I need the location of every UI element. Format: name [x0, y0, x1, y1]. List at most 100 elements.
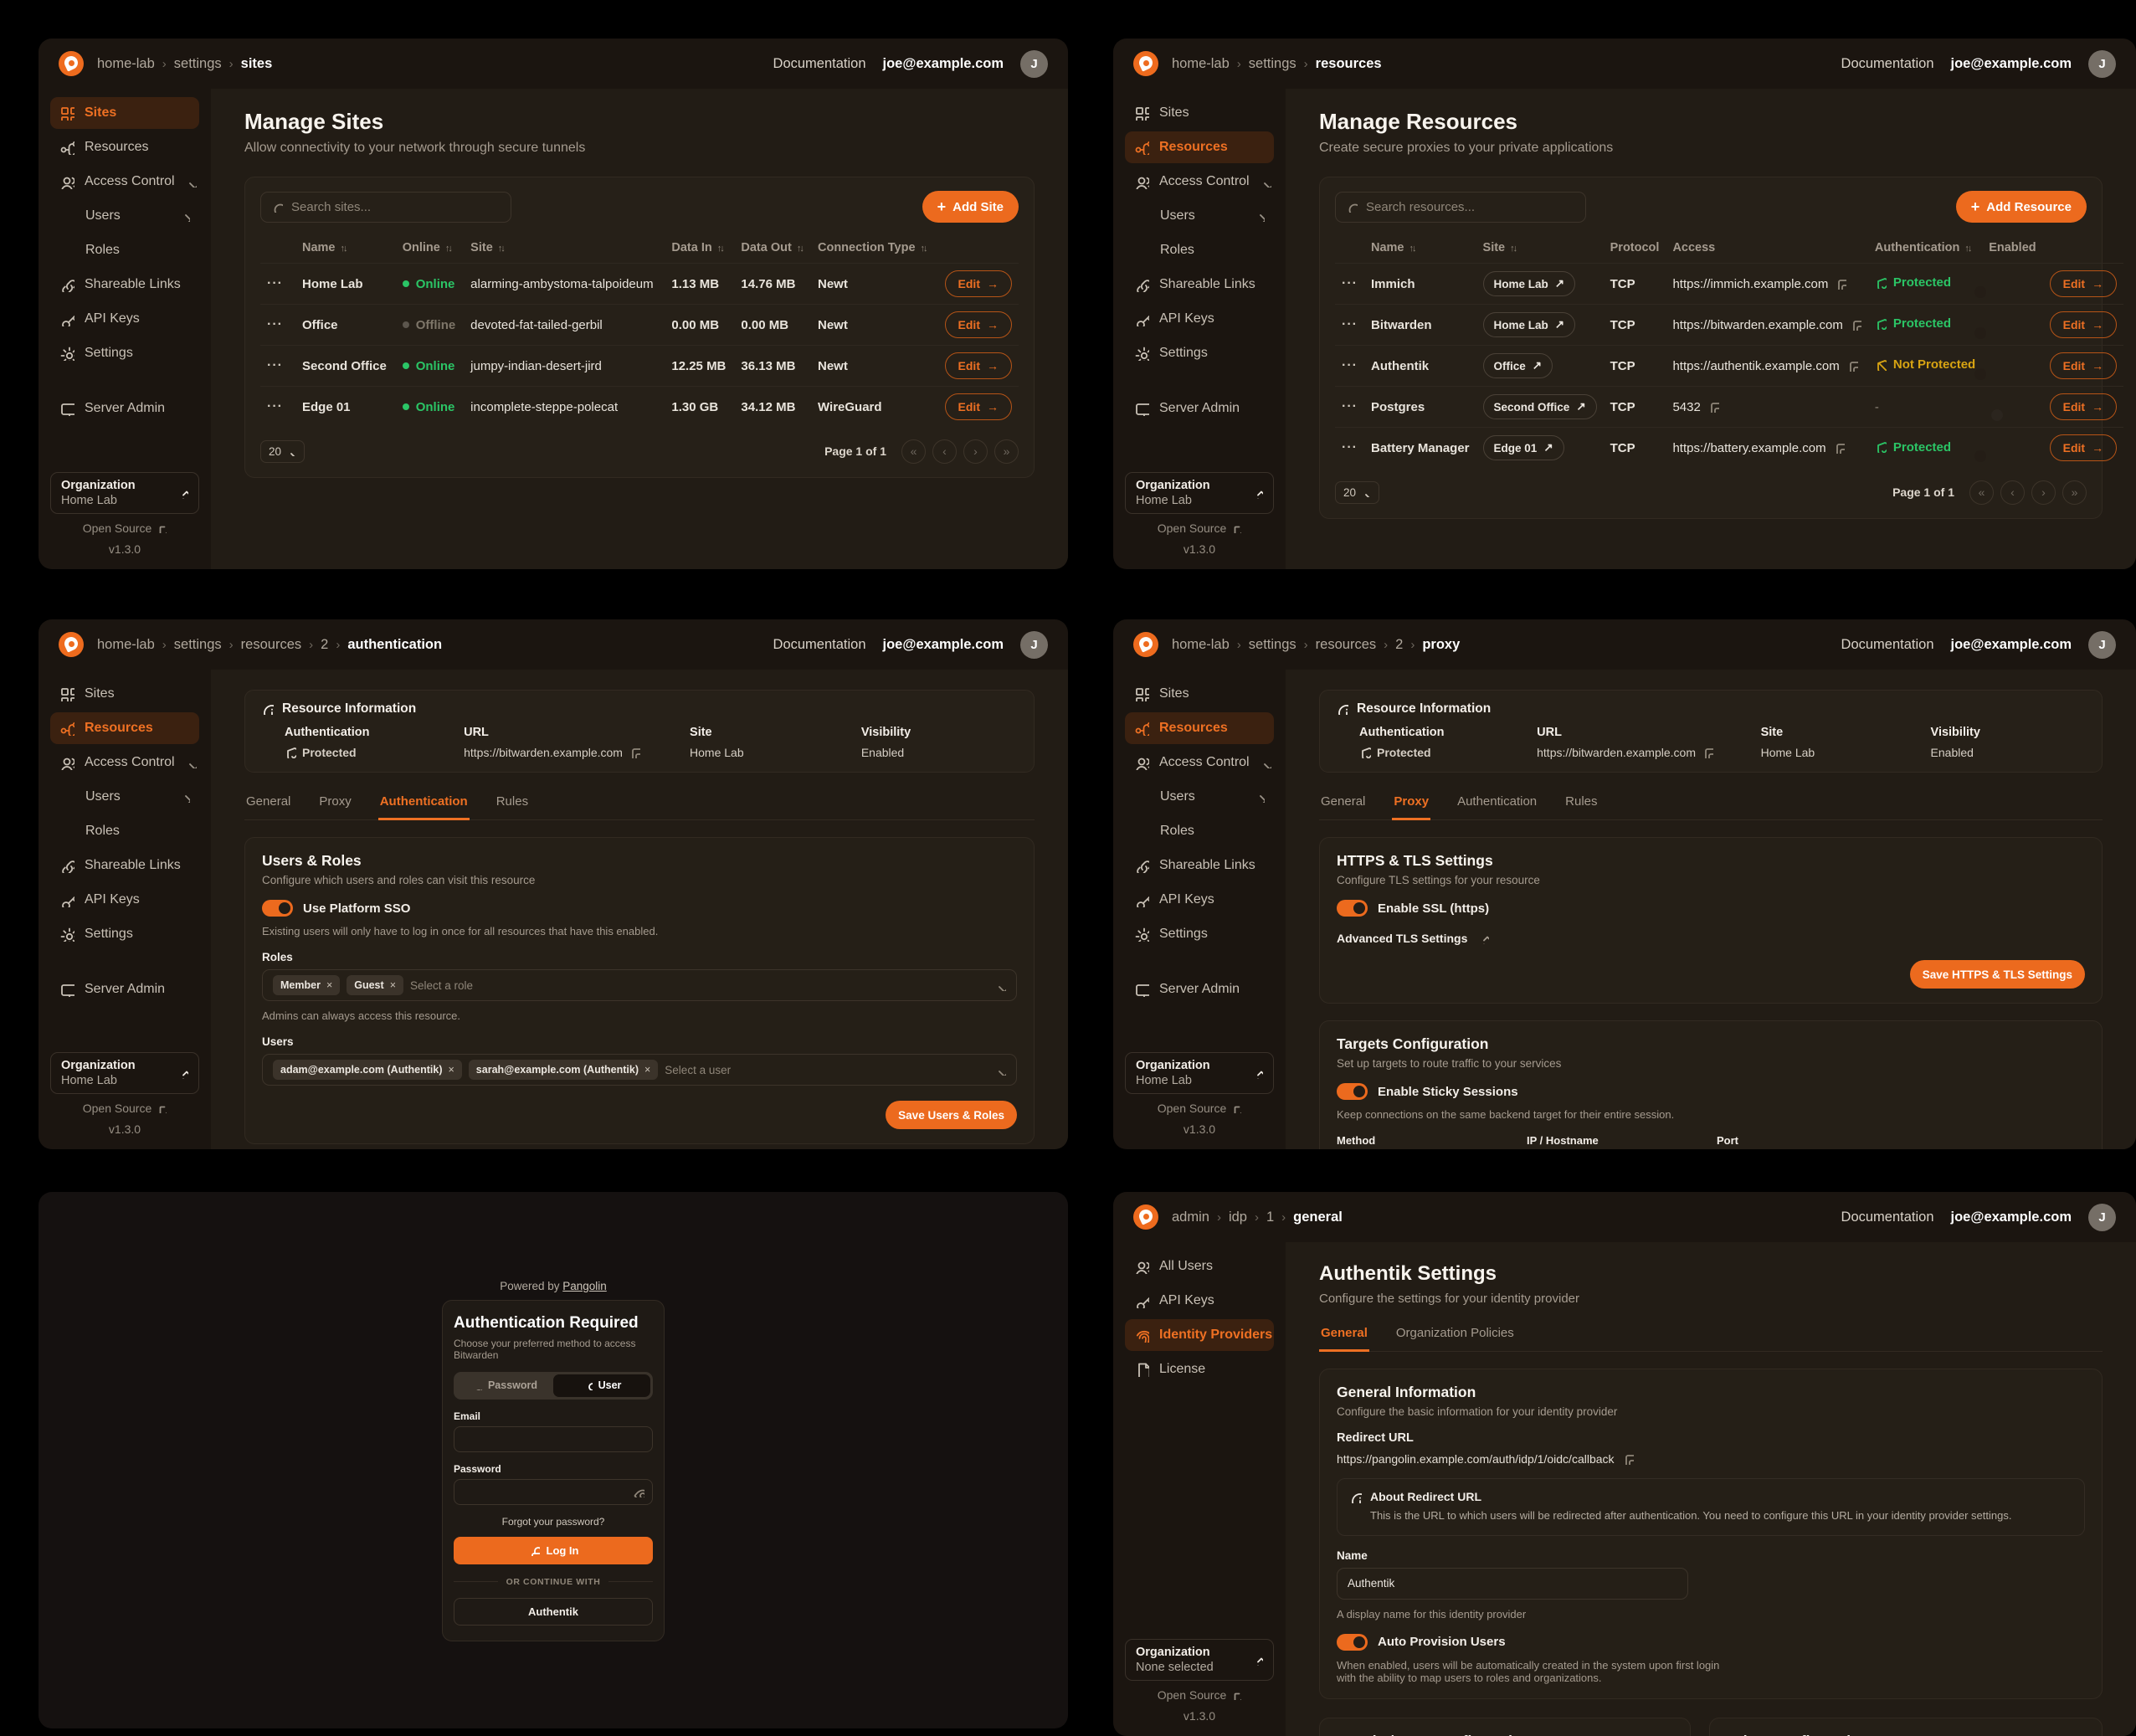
- site-link[interactable]: Office ↗: [1482, 353, 1553, 378]
- edit-button[interactable]: Edit →: [2049, 352, 2118, 379]
- breadcrumb-item[interactable]: settings: [173, 636, 222, 652]
- breadcrumb-item[interactable]: settings: [1248, 55, 1296, 71]
- close-icon[interactable]: ×: [448, 1064, 454, 1076]
- user-chip[interactable]: sarah@example.com (Authentik) ×: [468, 1060, 659, 1080]
- site-link[interactable]: Edge 01 ↗: [1482, 435, 1564, 461]
- sidebar-item-roles[interactable]: Roles: [1125, 234, 1274, 266]
- breadcrumb-item[interactable]: home-lab: [97, 55, 155, 71]
- tab-user[interactable]: User: [553, 1374, 650, 1397]
- sort-icon[interactable]: ↑↓: [1964, 244, 1972, 254]
- organization-selector[interactable]: Organization Home Lab: [50, 1052, 199, 1094]
- organization-selector[interactable]: Organization Home Lab: [1125, 1052, 1274, 1094]
- tab-general[interactable]: General: [246, 794, 291, 809]
- sticky-sessions-toggle[interactable]: [1337, 1083, 1368, 1100]
- copy-icon[interactable]: [1702, 747, 1713, 758]
- breadcrumb-item[interactable]: admin: [1172, 1209, 1209, 1225]
- sidebar-item-all-users[interactable]: All Users: [1125, 1251, 1274, 1282]
- sidebar-item-shareable-links[interactable]: Shareable Links: [1125, 269, 1274, 300]
- breadcrumb-item[interactable]: idp: [1228, 1209, 1247, 1225]
- breadcrumb-item[interactable]: 2: [1395, 636, 1404, 652]
- documentation-link[interactable]: Documentation: [1841, 55, 1934, 71]
- eye-icon[interactable]: [633, 1486, 644, 1497]
- copy-icon[interactable]: [1846, 360, 1858, 372]
- close-icon[interactable]: ×: [644, 1064, 651, 1076]
- documentation-link[interactable]: Documentation: [773, 636, 866, 652]
- sidebar-item-settings[interactable]: Settings: [50, 918, 199, 950]
- search-input[interactable]: Search sites...: [260, 191, 511, 223]
- organization-selector[interactable]: Organization Home Lab: [1125, 472, 1274, 514]
- close-icon[interactable]: ×: [326, 979, 333, 991]
- sidebar-item-server-admin[interactable]: Server Admin: [50, 973, 199, 1005]
- platform-sso-toggle[interactable]: [262, 900, 293, 917]
- open-source-link[interactable]: Open Source: [83, 1102, 167, 1115]
- avatar[interactable]: J: [2088, 49, 2116, 78]
- copy-icon[interactable]: [1835, 278, 1847, 290]
- copy-icon[interactable]: [629, 747, 640, 758]
- sidebar-item-identity-providers[interactable]: Identity Providers: [1125, 1319, 1274, 1351]
- sort-icon[interactable]: ↑↓: [444, 244, 453, 254]
- next-page-button[interactable]: ›: [963, 439, 988, 464]
- row-actions-button[interactable]: ···: [267, 358, 283, 372]
- users-multiselect[interactable]: adam@example.com (Authentik) × sarah@exam…: [262, 1054, 1017, 1086]
- sidebar-item-users[interactable]: Users: [1125, 200, 1274, 232]
- tab-authentication[interactable]: Authentication: [1457, 794, 1538, 809]
- tab-rules[interactable]: Rules: [495, 794, 529, 809]
- breadcrumb-item[interactable]: resources: [240, 636, 302, 652]
- email-field[interactable]: [454, 1425, 653, 1452]
- sort-icon[interactable]: ↑↓: [340, 244, 348, 254]
- sidebar-item-settings[interactable]: Settings: [50, 337, 199, 369]
- open-source-link[interactable]: Open Source: [1158, 1688, 1242, 1702]
- sidebar-item-shareable-links[interactable]: Shareable Links: [1125, 850, 1274, 881]
- search-input[interactable]: Search resources...: [1335, 191, 1586, 223]
- pangolin-link[interactable]: Pangolin: [562, 1279, 607, 1292]
- prev-page-button[interactable]: ‹: [932, 439, 957, 464]
- sidebar-item-server-admin[interactable]: Server Admin: [1125, 393, 1274, 424]
- sidebar-item-resources[interactable]: Resources: [50, 131, 199, 163]
- row-actions-button[interactable]: ···: [1342, 358, 1358, 372]
- auto-provision-toggle[interactable]: [1337, 1633, 1368, 1651]
- sort-icon[interactable]: ↑↓: [497, 244, 506, 254]
- breadcrumb-item[interactable]: home-lab: [1172, 636, 1230, 652]
- sidebar-item-resources[interactable]: Resources: [50, 712, 199, 744]
- sidebar-item-api-keys[interactable]: API Keys: [1125, 884, 1274, 916]
- row-actions-button[interactable]: ···: [1342, 276, 1358, 290]
- name-input[interactable]: Authentik: [1337, 1567, 1688, 1600]
- sidebar-item-sites[interactable]: Sites: [50, 678, 199, 710]
- sort-icon[interactable]: ↑↓: [1510, 244, 1517, 254]
- sidebar-item-sites[interactable]: Sites: [50, 97, 199, 129]
- close-icon[interactable]: ×: [389, 979, 396, 991]
- sort-icon[interactable]: ↑↓: [1409, 244, 1416, 254]
- edit-button[interactable]: Edit →: [2049, 434, 2118, 462]
- sidebar-item-access-control[interactable]: Access Control: [1125, 166, 1274, 198]
- sidebar-item-users[interactable]: Users: [1125, 781, 1274, 813]
- row-actions-button[interactable]: ···: [267, 317, 283, 331]
- breadcrumb-item[interactable]: home-lab: [1172, 55, 1230, 71]
- breadcrumb-item[interactable]: 1: [1266, 1209, 1275, 1225]
- copy-icon[interactable]: [1850, 319, 1861, 331]
- enable-ssl-toggle[interactable]: [1337, 900, 1368, 917]
- role-chip[interactable]: Guest ×: [347, 975, 403, 995]
- forgot-password-link[interactable]: Forgot your password?: [501, 1515, 605, 1528]
- password-field[interactable]: [454, 1478, 653, 1505]
- sidebar-item-resources[interactable]: Resources: [1125, 131, 1274, 163]
- organization-selector[interactable]: Organization Home Lab: [50, 472, 199, 514]
- copy-icon[interactable]: [1622, 1453, 1634, 1465]
- row-actions-button[interactable]: ···: [267, 399, 283, 414]
- sidebar-item-server-admin[interactable]: Server Admin: [1125, 973, 1274, 1005]
- sidebar-item-license[interactable]: License: [1125, 1353, 1274, 1385]
- avatar[interactable]: J: [1020, 630, 1048, 659]
- sidebar-item-resources[interactable]: Resources: [1125, 712, 1274, 744]
- avatar[interactable]: J: [1020, 49, 1048, 78]
- roles-multiselect[interactable]: Member × Guest × Select a role: [262, 969, 1017, 1001]
- edit-button[interactable]: Edit →: [944, 352, 1012, 379]
- breadcrumb-item[interactable]: 2: [321, 636, 329, 652]
- row-actions-button[interactable]: ···: [267, 276, 283, 290]
- tab-authentication[interactable]: Authentication: [377, 788, 470, 820]
- sidebar-item-sites[interactable]: Sites: [1125, 678, 1274, 710]
- breadcrumb-item[interactable]: settings: [173, 55, 222, 71]
- open-source-link[interactable]: Open Source: [1158, 1102, 1242, 1115]
- tab-organization-policies[interactable]: Organization Policies: [1395, 1326, 1514, 1340]
- last-page-button[interactable]: »: [2062, 480, 2087, 505]
- page-size-select[interactable]: 20: [1335, 480, 1380, 504]
- row-actions-button[interactable]: ···: [1342, 399, 1358, 413]
